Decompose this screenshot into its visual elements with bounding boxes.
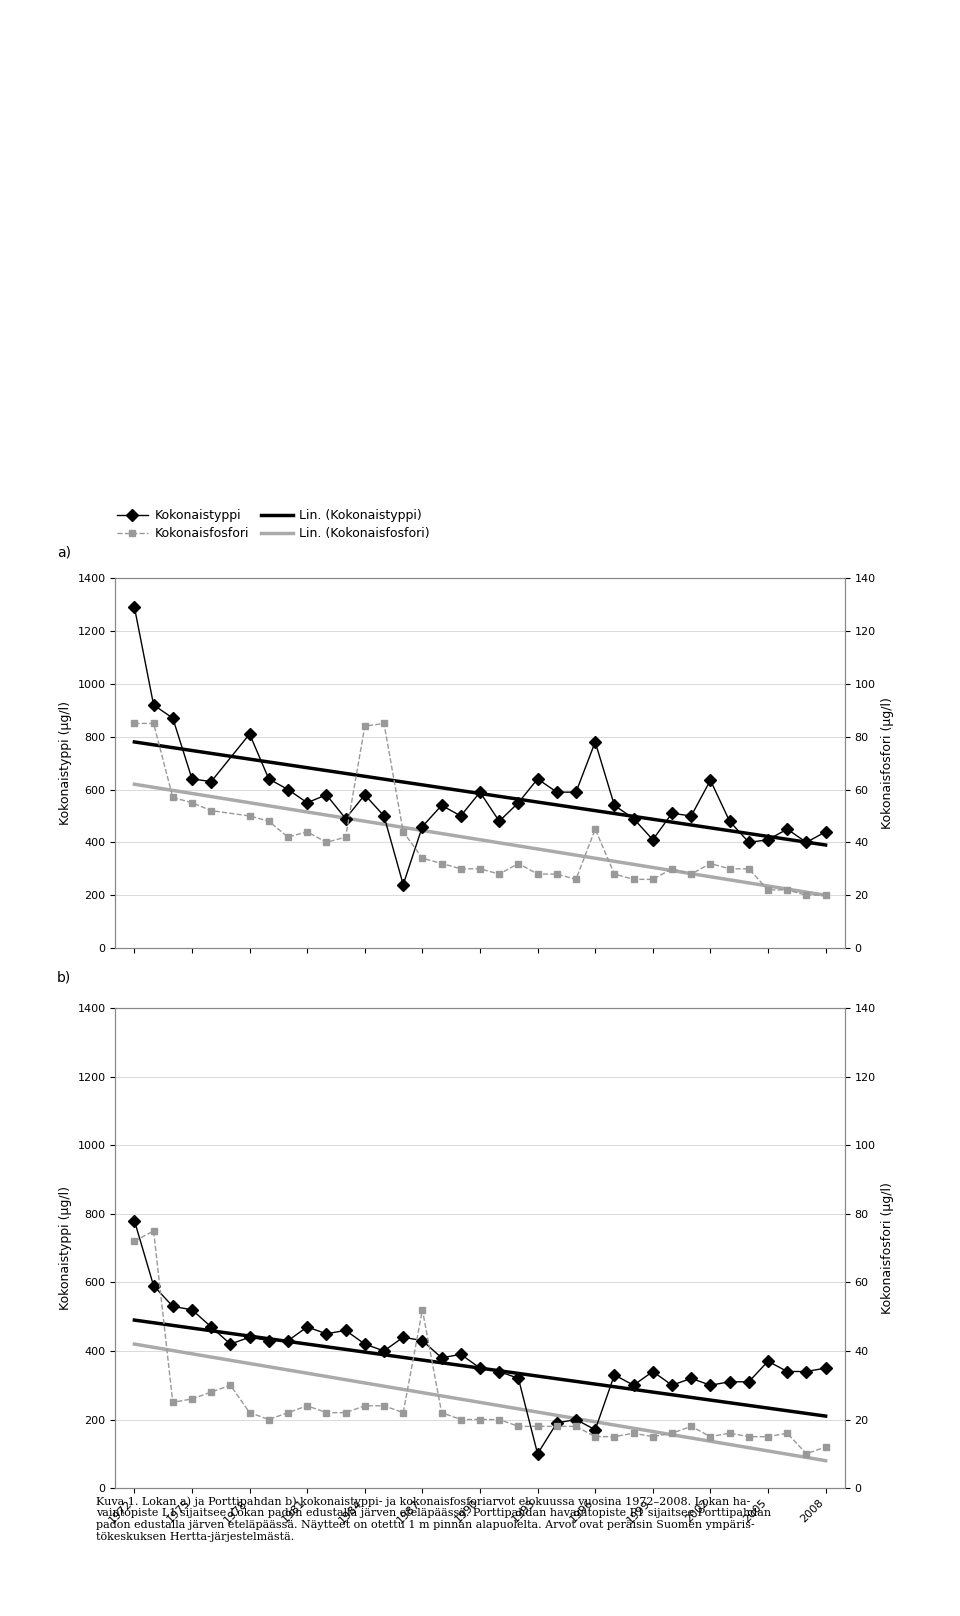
Text: Kuva 1. Lokan a) ja Porttipahdan b) kokonaistyppi- ja kokonaisfosforiarvot eloku: Kuva 1. Lokan a) ja Porttipahdan b) koko…: [96, 1496, 771, 1542]
Y-axis label: Kokonaistyppi (µg/l): Kokonaistyppi (µg/l): [59, 701, 72, 826]
Legend: Kokonaistyppi, Kokonaisfosfori, Lin. (Kokonaistyppi), Lin. (Kokonaisfosfori): Kokonaistyppi, Kokonaisfosfori, Lin. (Ko…: [112, 504, 435, 545]
Y-axis label: Kokonaistyppi (µg/l): Kokonaistyppi (µg/l): [59, 1186, 72, 1311]
Y-axis label: Kokonaisfosfori (µg/l): Kokonaisfosfori (µg/l): [881, 1183, 894, 1314]
Text: b): b): [57, 970, 71, 984]
Text: a): a): [57, 546, 71, 559]
Y-axis label: Kokonaisfosfori (µg/l): Kokonaisfosfori (µg/l): [881, 696, 894, 829]
